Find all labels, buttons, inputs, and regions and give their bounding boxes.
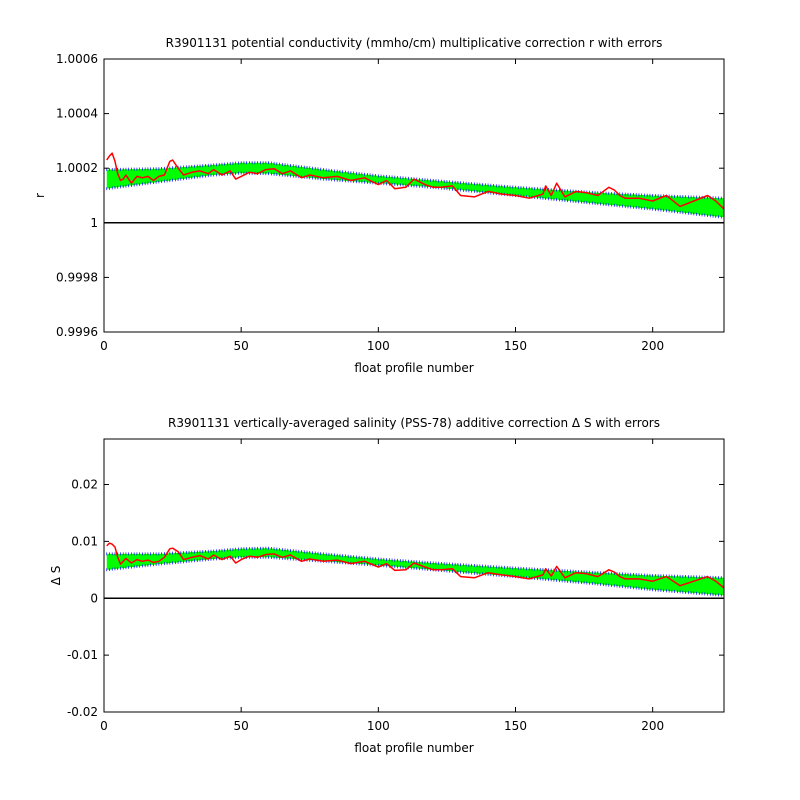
y-axis-label: r	[33, 193, 47, 198]
series-estimate	[106, 542, 724, 589]
x-tick-label: 0	[100, 719, 108, 733]
y-tick-label: 0.9996	[56, 325, 98, 339]
x-tick-label: 150	[504, 719, 527, 733]
y-tick-label: -0.02	[67, 705, 98, 719]
chart-title: R3901131 vertically-averaged salinity (P…	[168, 416, 660, 430]
error-band	[106, 162, 724, 218]
error-bars	[106, 161, 724, 219]
x-axis-label: float profile number	[354, 741, 473, 755]
y-tick-label: 0	[90, 591, 98, 605]
error-bars	[106, 546, 724, 597]
x-tick-label: 150	[504, 339, 527, 353]
x-tick-label: 100	[367, 719, 390, 733]
x-tick-label: 50	[234, 339, 249, 353]
axes-box	[103, 58, 725, 333]
y-tick-label: 0.02	[71, 478, 98, 492]
x-tick-label: 200	[641, 719, 664, 733]
chart-panel-2: 0 50 100 150 200 -0.02 -0.01 0 0.01 0.02 R3901131 …	[49, 416, 725, 755]
y-tick-label: 0.01	[71, 534, 98, 548]
plot-area	[106, 542, 724, 597]
y-axis-label: Δ S	[49, 566, 63, 586]
y-tick-label: 1.0006	[56, 52, 98, 66]
x-tick-label: 100	[367, 339, 390, 353]
plot-area	[106, 152, 724, 219]
y-tick-label: 0.9998	[56, 270, 98, 284]
chart-title: R3901131 potential conductivity (mmho/cm…	[166, 36, 663, 50]
x-tick-label: 0	[100, 339, 108, 353]
y-tick-label: 1.0004	[56, 107, 98, 121]
y-tick-label: 1.0002	[56, 161, 98, 175]
x-axis-label: float profile number	[354, 361, 473, 375]
series-estimate	[106, 152, 724, 210]
y-tick-label: 1	[90, 216, 98, 230]
chart-panel-1: 0 50 100 150 200 0.9996 0.9998 1 1.0002 1.0004 1.0…	[33, 36, 725, 375]
axes-box	[103, 438, 725, 713]
y-tick-label: -0.01	[67, 648, 98, 662]
x-tick-label: 50	[234, 719, 249, 733]
x-tick-label: 200	[641, 339, 664, 353]
